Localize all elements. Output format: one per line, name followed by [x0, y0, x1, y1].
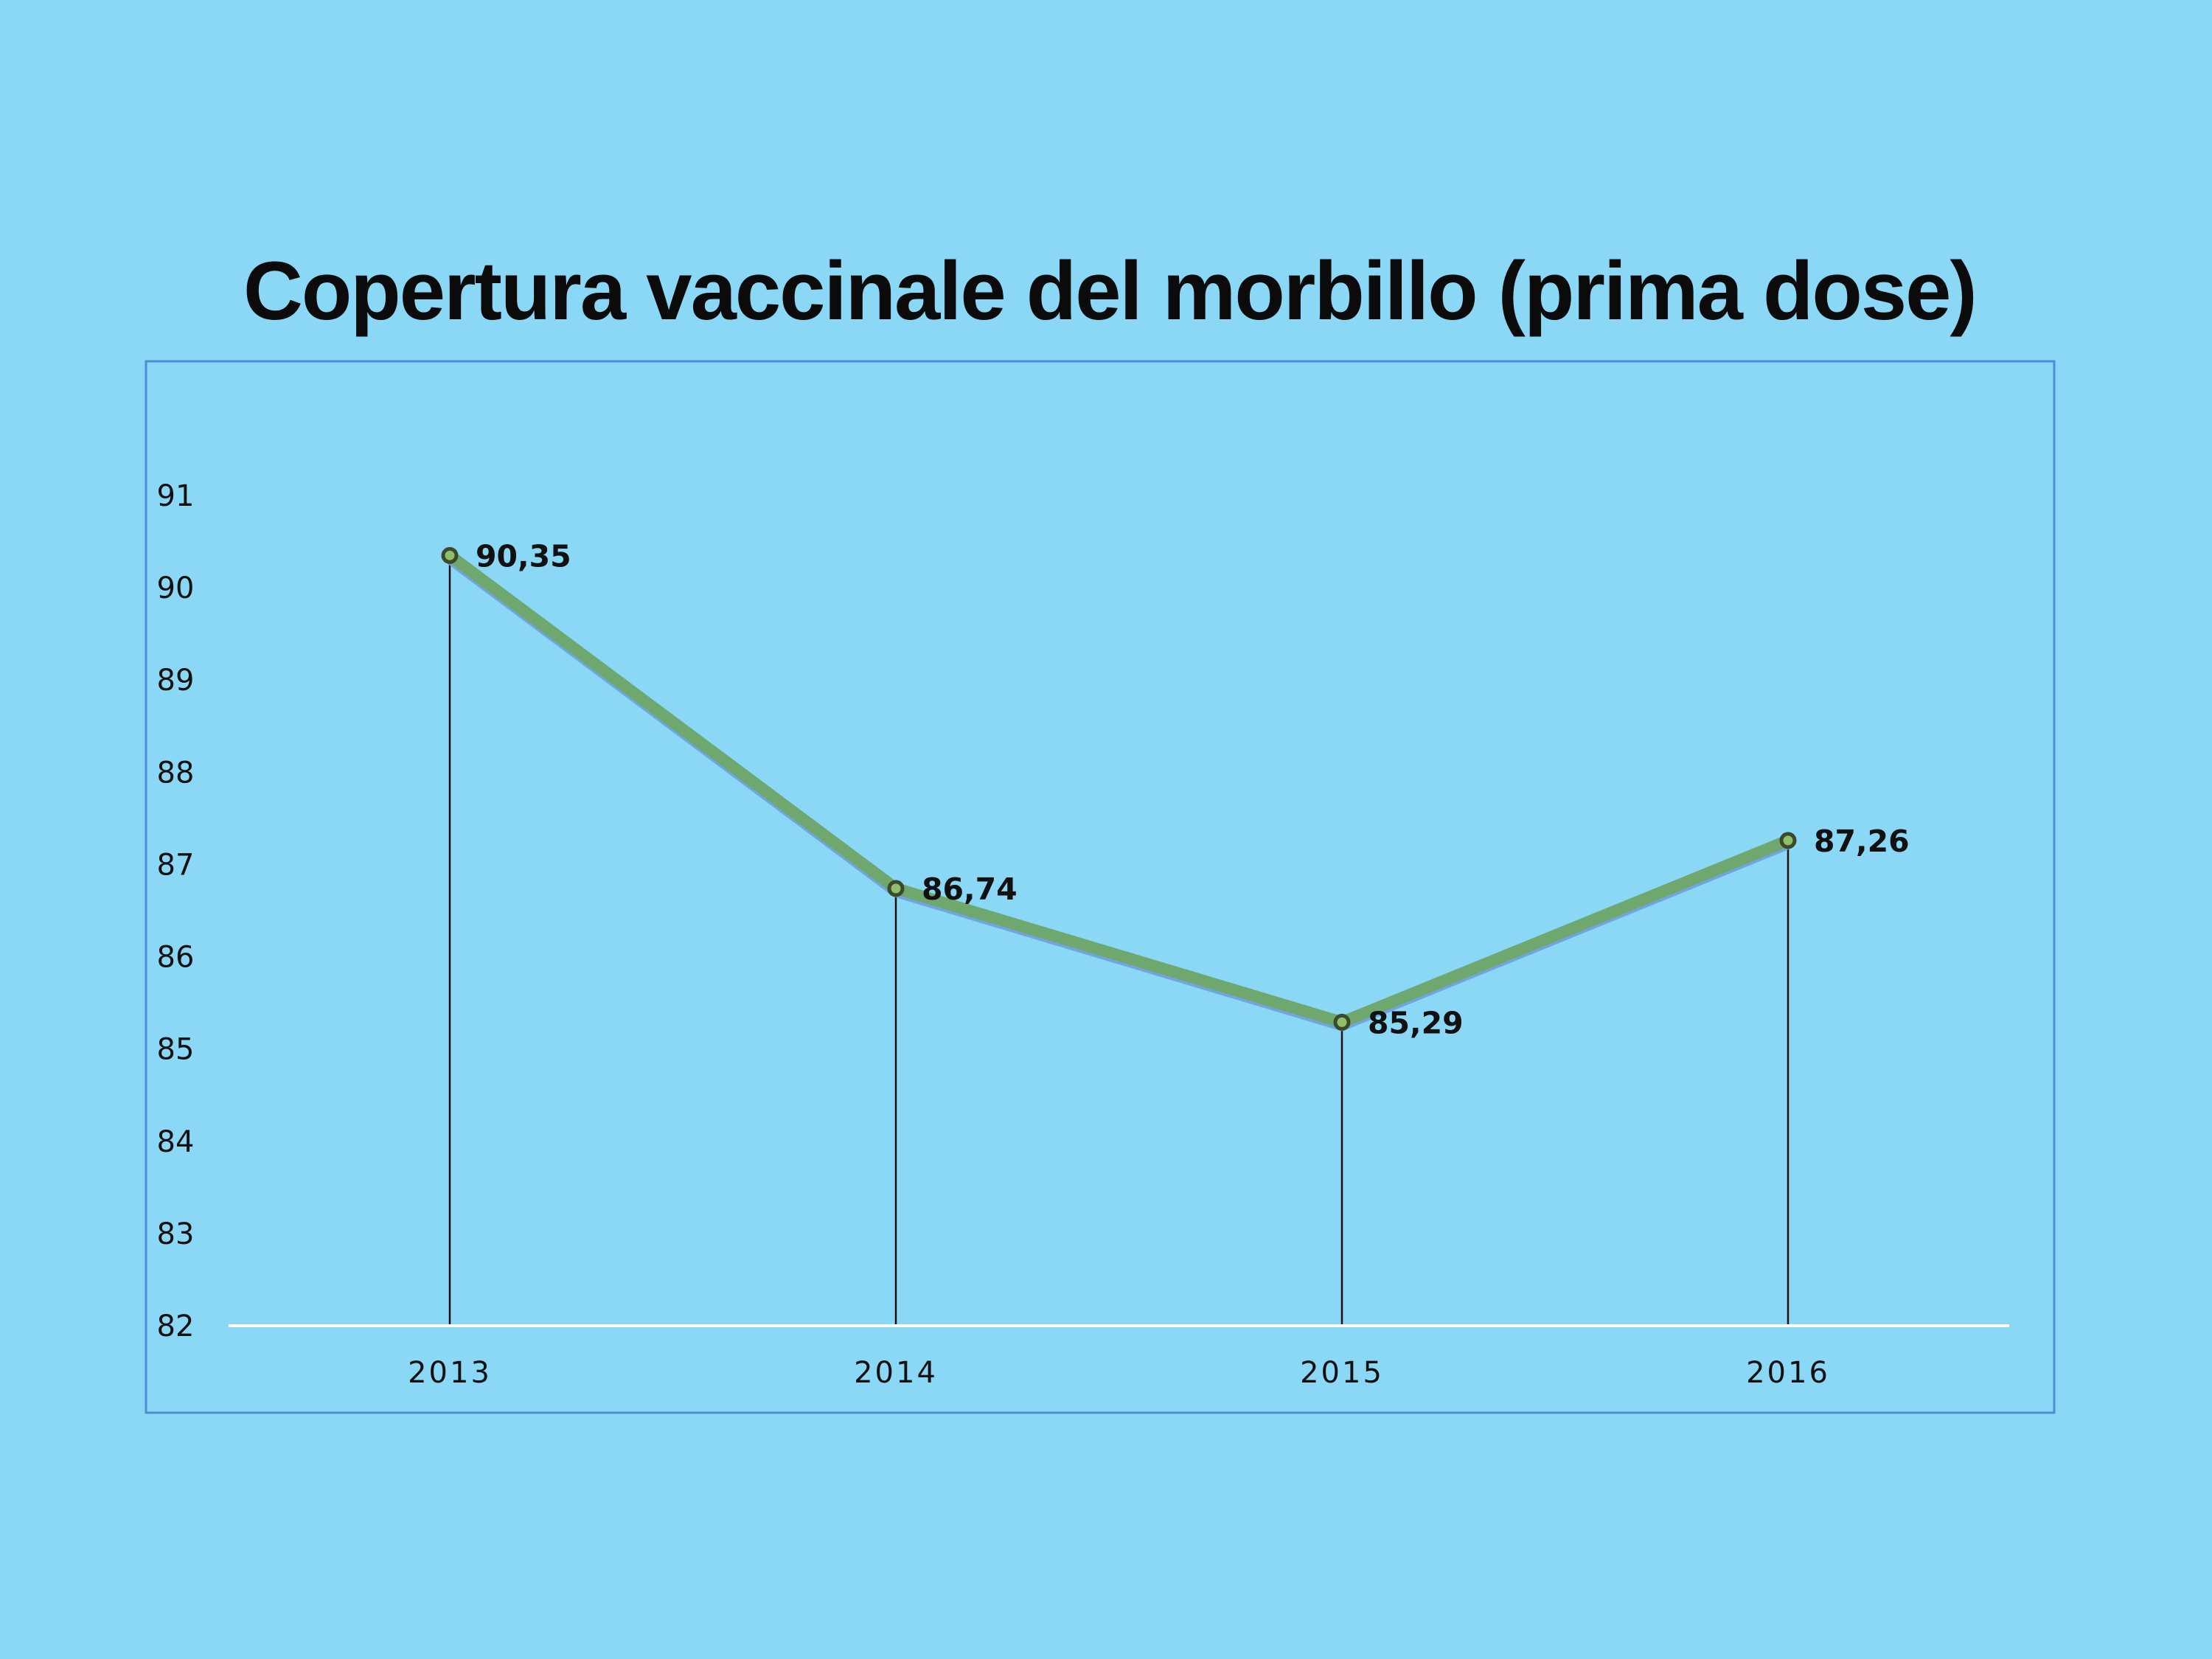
x-tick-label: 2014	[854, 1356, 938, 1390]
y-tick-label: 85	[157, 1033, 195, 1067]
y-tick-label: 87	[157, 848, 195, 882]
plot-frame	[145, 360, 2056, 1414]
chart-title: Copertura vaccinale del morbillo (prima …	[243, 245, 1978, 337]
y-tick-label: 84	[157, 1125, 195, 1159]
x-tick-label: 2015	[1300, 1356, 1384, 1390]
data-label: 85,29	[1368, 1005, 1464, 1040]
data-point	[441, 546, 459, 564]
x-tick-label: 2016	[1746, 1356, 1830, 1390]
y-tick-label: 89	[157, 664, 195, 698]
x-tick-label: 2013	[408, 1356, 492, 1390]
data-label: 90,35	[476, 538, 571, 574]
y-tick-label: 82	[157, 1310, 195, 1343]
y-axis-ticks: 82 83 84 85 86 87 88 89 90 91	[157, 479, 195, 1343]
series-line-group	[444, 549, 1794, 1032]
y-tick-label: 88	[157, 756, 195, 790]
y-tick-label: 91	[157, 479, 195, 513]
y-tick-label: 90	[157, 571, 195, 605]
drop-lines	[448, 555, 1790, 1326]
data-label: 86,74	[922, 872, 1018, 907]
data-labels: 90,35 86,74 85,29 87,26	[476, 538, 1910, 1040]
series-line	[444, 549, 1794, 1029]
data-points	[441, 546, 1797, 1031]
data-point	[887, 880, 905, 897]
data-label: 87,26	[1814, 824, 1910, 859]
y-tick-label: 83	[157, 1217, 195, 1251]
data-point	[1779, 832, 1797, 849]
y-tick-label: 86	[157, 941, 195, 975]
data-point	[1333, 1013, 1351, 1031]
x-axis-ticks: 2013 2014 2015 2016	[408, 1356, 1830, 1390]
